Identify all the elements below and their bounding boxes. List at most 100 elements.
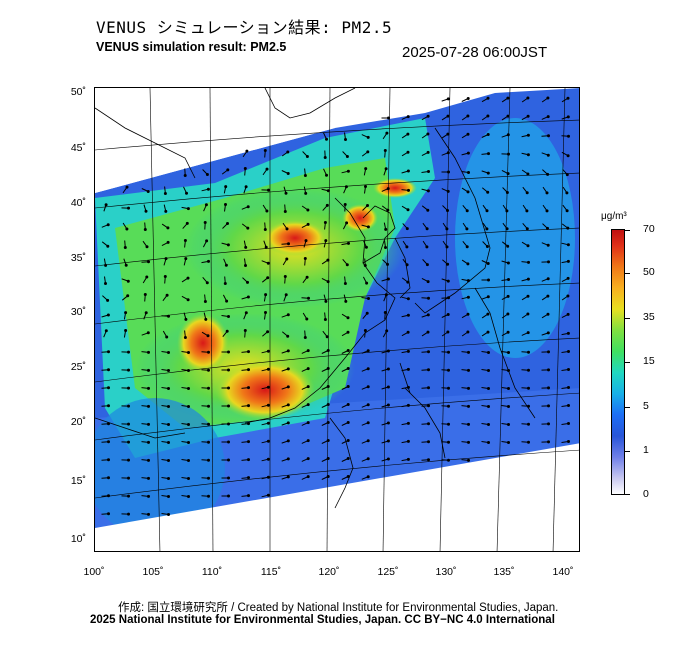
lon-label: 120˚ — [318, 566, 340, 578]
wind-vector-head — [526, 114, 530, 118]
wind-vector-head — [527, 386, 530, 390]
wind-vector-head — [227, 315, 230, 318]
wind-vector-head — [406, 132, 410, 136]
credit-line-creator: 作成: 国立環境研究所 / Created by National Instit… — [118, 602, 559, 614]
japan-field — [455, 118, 575, 358]
wind-vector-head — [325, 335, 329, 339]
wind-vector-head — [286, 367, 290, 371]
wind-vector-head — [406, 457, 410, 461]
wind-vector-head — [527, 350, 530, 354]
wind-vector-head — [426, 313, 430, 317]
wind-vector-head — [485, 227, 489, 231]
wind-vector-head — [487, 387, 490, 390]
wind-vector-head — [386, 262, 389, 266]
wind-vector-head — [184, 317, 188, 321]
wind-vector-head — [546, 331, 550, 335]
wind-vector-head — [466, 114, 470, 118]
wind-vector-head — [244, 185, 248, 189]
wind-vector-head — [106, 298, 110, 302]
wind-vector-head — [286, 385, 290, 389]
wind-vector-head — [446, 262, 450, 266]
wind-vector-head — [467, 422, 470, 426]
outside-domain-top-left — [95, 88, 335, 193]
wind-vector-head — [427, 296, 430, 300]
colorbar-tickmark — [625, 318, 630, 319]
wind-vector-head — [306, 403, 310, 407]
wind-vector-head — [183, 336, 187, 339]
wind-vector-head — [226, 243, 230, 247]
wind-vector-head — [366, 439, 370, 443]
wind-vector-head — [266, 261, 270, 265]
wind-vector-head — [427, 368, 430, 372]
wind-vector-head — [465, 209, 469, 213]
wind-vector-head — [224, 185, 228, 189]
wind-vector-head — [386, 277, 390, 281]
wind-vector-head — [147, 386, 150, 390]
wind-vector-head — [227, 458, 230, 462]
wind-vector-head — [526, 244, 530, 248]
wind-vector-head — [286, 457, 290, 461]
wind-vector-head — [346, 439, 350, 442]
wind-vector-head — [186, 298, 190, 302]
wind-vector-head — [225, 299, 229, 303]
wind-vector-head — [566, 96, 570, 100]
wind-vector-head — [506, 330, 510, 334]
wind-vector-head — [426, 114, 430, 118]
wind-vector-head — [147, 260, 150, 264]
timestamp: 2025-07-28 06:00JST — [402, 44, 548, 61]
wind-vector-head — [106, 244, 110, 248]
wind-vector-head — [326, 349, 330, 352]
wind-vector-head — [385, 131, 389, 135]
lat-label: 40˚ — [70, 197, 86, 209]
wind-vector-head — [366, 349, 370, 353]
colorbar-tick-label: 15 — [643, 355, 655, 367]
wind-vector-head — [384, 246, 387, 249]
wind-vector-head — [486, 262, 490, 265]
wind-vector-head — [187, 459, 190, 462]
wind-vector-head — [486, 190, 490, 194]
wind-vector-head — [386, 403, 390, 407]
wind-vector-head — [143, 228, 147, 231]
lat-label: 15˚ — [70, 475, 86, 487]
wind-vector-head — [567, 350, 570, 353]
hotspot-northeast — [373, 178, 417, 198]
wind-vector-head — [306, 385, 310, 389]
wind-vector-head — [547, 260, 550, 264]
wind-vector-head — [507, 351, 510, 354]
wind-vector-head — [405, 263, 409, 267]
wind-vector-head — [345, 221, 349, 225]
wind-vector-head — [186, 276, 190, 280]
wind-vector-head — [245, 149, 249, 153]
wind-vector-head — [447, 458, 450, 462]
wind-vector-head — [446, 279, 450, 283]
wind-vector-head — [125, 185, 129, 189]
wind-vector-head — [167, 495, 170, 498]
wind-vector-head — [406, 313, 410, 317]
wind-vector-head — [184, 257, 188, 261]
wind-vector-head — [565, 173, 569, 177]
wind-vector-head — [104, 263, 108, 267]
wind-vector-head — [467, 350, 470, 354]
wind-vector-head — [527, 404, 530, 408]
lon-label: 115˚ — [260, 566, 282, 578]
wind-vector-head — [427, 422, 430, 426]
wind-vector-head — [203, 221, 207, 224]
wind-vector-head — [406, 115, 410, 119]
wind-vector-head — [467, 171, 470, 174]
wind-vector-head — [506, 96, 510, 100]
wind-vector-head — [144, 209, 148, 213]
wind-vector-head — [225, 329, 229, 333]
lon-label: 100˚ — [83, 566, 105, 578]
wind-vector-head — [407, 188, 410, 192]
colorbar-unit: μg/m³ — [601, 211, 627, 222]
wind-vector-head — [566, 115, 570, 119]
wind-vector-head — [165, 293, 169, 297]
hotspot-bohai — [342, 204, 378, 232]
colorbar-tick-label: 50 — [643, 266, 655, 278]
wind-vector-head — [106, 313, 110, 317]
wind-vector-head — [486, 312, 490, 316]
wind-vector-head — [163, 275, 167, 278]
wind-vector-head — [324, 239, 328, 243]
wind-vector-head — [547, 368, 550, 372]
lon-label: 135˚ — [493, 566, 515, 578]
